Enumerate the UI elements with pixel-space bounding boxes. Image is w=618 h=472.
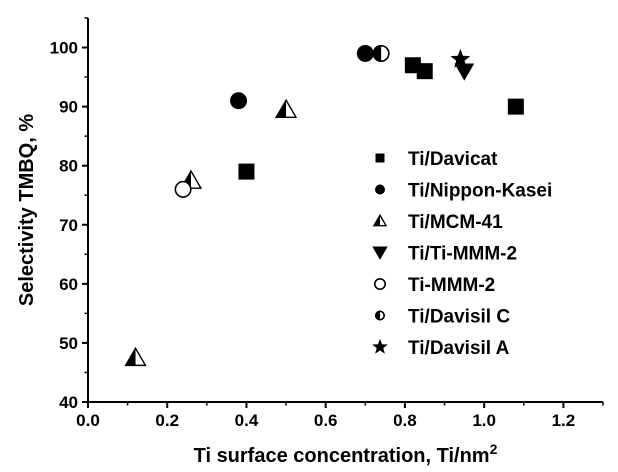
data-point — [372, 44, 390, 62]
legend-label: Ti/Davisil A — [408, 338, 510, 359]
legend-label: Ti/MCM-41 — [408, 212, 503, 233]
y-tick-label: 80 — [59, 157, 78, 176]
data-point — [507, 98, 524, 115]
legend-marker — [372, 213, 388, 227]
data-point — [274, 98, 298, 118]
x-tick-label: 1.2 — [552, 411, 576, 430]
data-point — [416, 63, 433, 80]
legend: Ti/Davicat Ti/Nippon-Kasei Ti/MCM-41 Ti/Ti-… — [372, 149, 552, 359]
data-point — [174, 180, 192, 198]
y-tick-label: 100 — [50, 39, 78, 58]
legend-marker — [373, 277, 386, 290]
x-tick-label: 0.4 — [235, 411, 259, 430]
legend-marker — [374, 310, 385, 321]
data-point — [238, 163, 255, 180]
x-tick-label: 0.6 — [314, 411, 338, 430]
y-tick-label: 50 — [59, 334, 78, 353]
x-tick-label: 0.2 — [155, 411, 179, 430]
legend-item: Ti/MCM-41 — [372, 212, 503, 233]
x-tick-label: 1.0 — [472, 411, 496, 430]
legend-label: Ti/Nippon-Kasei — [408, 181, 552, 202]
legend-marker — [372, 246, 388, 260]
legend-marker — [372, 338, 388, 354]
legend-label: Ti/Davicat — [408, 149, 498, 170]
y-axis-title: Selectivity TMBQ, % — [16, 114, 38, 306]
x-tick-label: 0.0 — [76, 411, 100, 430]
axes: 0.0 0.2 0.4 0.6 0.8 1.0 1.2 40 50 60 70 80 90 100 — [50, 17, 604, 430]
data-point — [230, 92, 248, 110]
legend-item: Ti/Nippon-Kasei — [375, 181, 552, 202]
legend-item: Ti/Ti-MMM-2 — [372, 244, 517, 265]
legend-item: Ti/Davisil C — [374, 307, 510, 328]
legend-marker — [375, 184, 385, 195]
y-tick-label: 90 — [59, 98, 78, 117]
legend-label: Ti/Ti-MMM-2 — [408, 244, 517, 265]
legend-item: Ti/Davicat — [375, 149, 498, 170]
y-tick-label: 60 — [59, 275, 78, 294]
data-point — [454, 63, 475, 81]
data-point — [450, 48, 471, 68]
legend-item: Ti/Davisil A — [372, 338, 510, 359]
y-tick-label: 70 — [59, 216, 78, 235]
legend-item: Ti-MMM-2 — [373, 275, 495, 296]
legend-label: Ti-MMM-2 — [408, 275, 495, 296]
legend-label: Ti/Davisil C — [408, 307, 510, 328]
x-axis-title: Ti surface concentration, Ti/nm2 — [194, 441, 498, 467]
data-points — [124, 44, 524, 367]
data-point — [124, 346, 147, 367]
data-point — [356, 44, 374, 62]
y-tick-label: 40 — [59, 393, 78, 412]
x-tick-label: 0.8 — [393, 411, 417, 430]
legend-marker — [375, 153, 385, 163]
